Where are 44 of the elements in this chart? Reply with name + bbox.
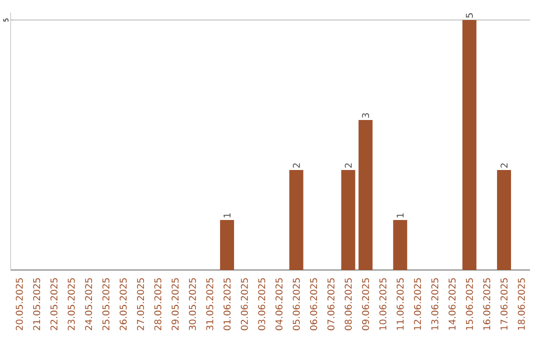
x-tick-label: 07.06.2025 [327, 278, 334, 330]
x-tick-label: 12.06.2025 [414, 278, 421, 330]
x-tick-label: 06.06.2025 [310, 278, 318, 330]
x-tick-label: 15.06.2025 [466, 278, 473, 330]
x-tick-label: 28.05.2025 [154, 278, 162, 330]
data-label: 1 [396, 213, 404, 218]
x-tick-label: 01.06.2025 [224, 278, 231, 330]
data-label: 3 [362, 113, 370, 118]
x-tick-label: 22.05.2025 [50, 278, 58, 330]
bar [220, 220, 234, 270]
x-tick-label: 20.05.2025 [16, 278, 23, 330]
x-tick-label: 03.06.2025 [258, 278, 266, 330]
x-tick-label: 23.05.2025 [68, 278, 75, 330]
x-tick-label: 14.06.2025 [448, 278, 456, 330]
x-tick-label: 31.05.2025 [206, 278, 214, 330]
data-label: 2 [344, 163, 352, 168]
bar [497, 170, 512, 270]
x-tick-label: 29.05.2025 [172, 278, 179, 330]
x-tick-label: 30.05.2025 [188, 278, 196, 330]
data-label: 2 [292, 163, 300, 168]
x-tick-label: 13.06.2025 [431, 278, 438, 330]
x-tick-label: 27.05.2025 [136, 278, 144, 330]
x-tick-label: 10.06.2025 [379, 278, 386, 330]
bar [462, 20, 476, 270]
x-tick-label: 17.06.2025 [500, 278, 508, 330]
x-tick-label: 09.06.2025 [362, 278, 370, 330]
x-tick-label: 05.06.2025 [292, 278, 300, 330]
data-label: 2 [500, 163, 508, 168]
x-tick-label: 18.06.2025 [518, 278, 525, 330]
x-tick-label: 24.05.2025 [85, 278, 92, 330]
bar [341, 170, 356, 270]
bar [358, 120, 373, 270]
data-label: 1 [224, 213, 230, 218]
x-tick-label: 25.05.2025 [102, 278, 110, 330]
x-tick-label: 11.06.2025 [396, 278, 404, 330]
x-tick-label: 16.06.2025 [483, 278, 490, 330]
x-tick-label: 26.05.2025 [120, 278, 127, 330]
x-tick-label: 02.06.2025 [240, 278, 248, 330]
bar [289, 170, 304, 270]
x-tick-label: 04.06.2025 [275, 278, 283, 330]
data-label: 5 [466, 13, 473, 18]
x-tick-label: 21.05.2025 [33, 278, 40, 330]
x-tick-label: 08.06.2025 [344, 278, 352, 330]
bar [393, 220, 408, 270]
